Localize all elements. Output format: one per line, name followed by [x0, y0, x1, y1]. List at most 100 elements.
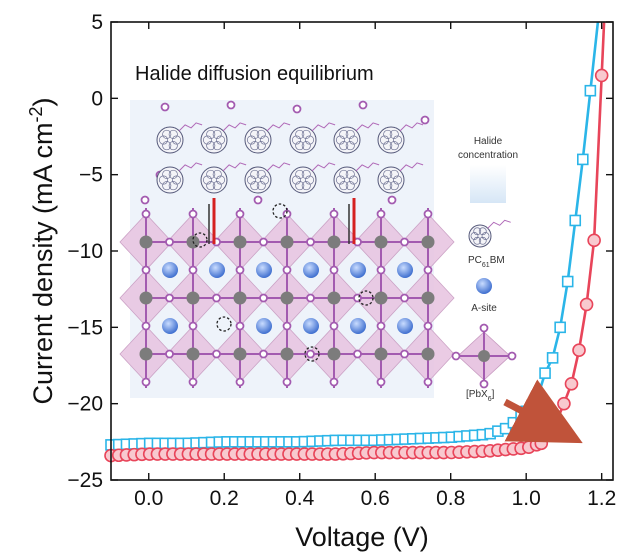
lead-atom [374, 235, 388, 249]
fullerene-ring [246, 175, 257, 185]
free-halide [358, 100, 368, 110]
fullerene-ring [206, 169, 216, 179]
halide-atom [282, 377, 292, 387]
halide-atom [400, 349, 409, 359]
fullerene-ring [389, 141, 399, 151]
fullerene-ring [259, 135, 270, 145]
fullerene-ring [162, 129, 172, 139]
pcbm-chain [178, 162, 203, 172]
x-axis-title: Voltage (V) [295, 522, 429, 552]
y-tick-label: −15 [67, 316, 103, 339]
fullerene-ring [250, 181, 260, 191]
asite-cation [397, 318, 413, 334]
fullerene-ring [304, 135, 315, 145]
x-tick-label: 0.2 [210, 487, 239, 510]
halide-atom [188, 377, 198, 387]
legend-asite: A-site [471, 303, 497, 314]
fullerene-ring [215, 175, 226, 185]
halide-atom [165, 237, 174, 247]
halide-atom [141, 321, 151, 331]
lead-atom [233, 291, 247, 305]
lead-atom [280, 235, 294, 249]
fullerene-ring [383, 129, 393, 139]
pcbm-layer [156, 122, 424, 194]
fullerene-ring [291, 135, 302, 145]
lead-atom [421, 347, 435, 361]
halide-atom [329, 265, 339, 275]
halide-atom [507, 351, 517, 361]
fullerene-ring [473, 236, 482, 245]
fullerene-ring [389, 129, 399, 139]
halide-vacancy [192, 232, 208, 248]
fullerene-ring [250, 141, 260, 151]
series-2-point [587, 233, 601, 248]
fullerene-ring [389, 181, 399, 191]
fullerene-ring [212, 181, 222, 191]
fullerene-ring [379, 135, 390, 145]
y-tick-label: 0 [91, 87, 103, 110]
halide-atom [282, 265, 292, 275]
fullerene-ring [206, 141, 216, 151]
fullerene-ring [250, 169, 260, 179]
lead-atom [478, 350, 490, 362]
pcbm-chain [178, 122, 203, 132]
fullerene-ring [168, 141, 178, 151]
asite-cation [397, 262, 413, 278]
asite-cation [162, 262, 178, 278]
series-1-point [584, 84, 597, 97]
halide-atom [423, 209, 433, 219]
lead-atom [327, 347, 341, 361]
series-1-point [539, 367, 551, 379]
fullerene [244, 126, 272, 154]
fullerene-ring [158, 175, 169, 185]
inset-title: Halide diffusion equilibrium [135, 63, 374, 85]
x-tick-label: 1.0 [512, 487, 541, 510]
axes: 0.0 0.2 0.4 0.6 0.8 1.0 1.2 5 0 −5 −10 −15 −20 −25 [67, 11, 616, 510]
pcbm-chain [355, 122, 380, 132]
asite-legend-icon [476, 278, 492, 294]
fullerene-ring [256, 129, 266, 139]
free-halide [420, 115, 430, 125]
free-halide [253, 195, 263, 205]
lead-atom [139, 291, 153, 305]
pcbm-chain [311, 162, 336, 172]
fullerene-ring [379, 175, 390, 185]
fullerene-ring [250, 129, 260, 139]
asite-cation [303, 262, 319, 278]
halide-atom [400, 237, 409, 247]
fullerene-ring [301, 181, 311, 191]
halide-atom [376, 377, 386, 387]
fullerene-ring [202, 135, 213, 145]
fullerene [156, 126, 184, 154]
fullerene-ring [339, 181, 349, 191]
halide-atom [141, 377, 151, 387]
fullerene-ring [473, 227, 482, 236]
lead-atom [421, 235, 435, 249]
fullerene-ring [339, 129, 349, 139]
legend-pcbm: PC61BM [468, 255, 505, 269]
fullerene [333, 166, 361, 194]
fullerene-ring [212, 169, 222, 179]
halide-atom [141, 265, 151, 275]
halide-atom [235, 321, 245, 331]
fullerene-ring [168, 181, 178, 191]
lead-atom [139, 347, 153, 361]
fullerene-ring [335, 135, 346, 145]
fullerene-ring [383, 181, 393, 191]
fullerene-ring [383, 169, 393, 179]
fullerene-ring [348, 175, 359, 185]
fullerene-ring [478, 236, 487, 245]
y-axis-title: Current density (mA cm-2) [26, 97, 58, 404]
fullerene-ring [301, 141, 311, 151]
halide-atom [400, 293, 409, 303]
asite-cation [256, 262, 272, 278]
halide-diffusion-inset: Halide diffusion equilibrium Halide conc… [119, 63, 518, 403]
fullerene [333, 126, 361, 154]
fullerene-ring [291, 175, 302, 185]
lead-atom [421, 291, 435, 305]
legend-halide-line2: concentration [458, 150, 518, 161]
halide-atom [329, 209, 339, 219]
fullerene-ring [345, 129, 355, 139]
series-layer [104, 21, 609, 463]
